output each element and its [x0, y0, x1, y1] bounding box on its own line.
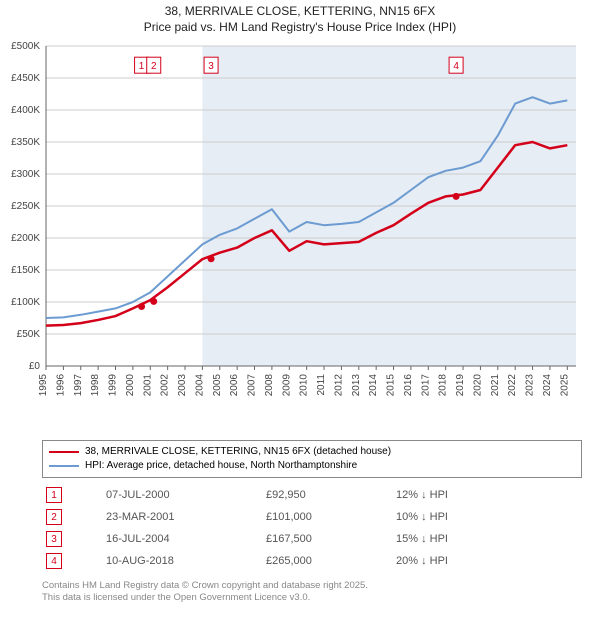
sales-date: 10-AUG-2018 [106, 555, 266, 567]
sales-delta: 15% ↓ HPI [396, 533, 526, 545]
svg-text:4: 4 [453, 61, 459, 72]
sales-row: 2 23-MAR-2001£101,00010% ↓ HPI [42, 506, 582, 528]
svg-text:2002: 2002 [160, 374, 171, 397]
svg-text:1: 1 [139, 61, 145, 72]
svg-text:2003: 2003 [177, 374, 188, 397]
sales-marker: 3 [46, 531, 62, 547]
svg-text:2017: 2017 [420, 374, 431, 397]
svg-text:2: 2 [151, 61, 157, 72]
sales-row: 1 07-JUL-2000£92,95012% ↓ HPI [42, 484, 582, 506]
svg-text:£0: £0 [29, 361, 41, 372]
svg-text:1999: 1999 [108, 374, 119, 397]
sales-row: 3 16-JUL-2004£167,50015% ↓ HPI [42, 528, 582, 550]
sales-delta: 20% ↓ HPI [396, 555, 526, 567]
svg-text:£150K: £150K [11, 265, 40, 276]
sales-price: £92,950 [266, 489, 396, 501]
sales-price: £265,000 [266, 555, 396, 567]
svg-text:2018: 2018 [438, 374, 449, 397]
svg-text:£300K: £300K [11, 169, 40, 180]
svg-text:2022: 2022 [507, 374, 518, 397]
svg-text:1997: 1997 [73, 374, 84, 397]
svg-text:2012: 2012 [333, 374, 344, 397]
svg-text:2015: 2015 [386, 374, 397, 397]
svg-text:2009: 2009 [281, 374, 292, 397]
svg-text:1995: 1995 [38, 374, 49, 397]
svg-text:2024: 2024 [542, 374, 553, 397]
svg-text:2019: 2019 [455, 374, 466, 397]
svg-text:2010: 2010 [299, 374, 310, 397]
svg-text:2021: 2021 [490, 374, 501, 397]
sales-marker: 2 [46, 509, 62, 525]
sales-delta: 12% ↓ HPI [396, 489, 526, 501]
svg-text:£50K: £50K [17, 329, 41, 340]
attribution-text: Contains HM Land Registry data © Crown c… [42, 580, 582, 605]
svg-text:£450K: £450K [11, 73, 40, 84]
svg-text:2005: 2005 [212, 374, 223, 397]
svg-text:3: 3 [208, 61, 214, 72]
sales-delta: 10% ↓ HPI [396, 511, 526, 523]
svg-text:£350K: £350K [11, 137, 40, 148]
svg-text:£100K: £100K [11, 297, 40, 308]
chart-svg: £0£50K£100K£150K£200K£250K£300K£350K£400… [42, 42, 582, 402]
sales-marker: 1 [46, 487, 62, 503]
sales-date: 16-JUL-2004 [106, 533, 266, 545]
svg-text:2014: 2014 [368, 374, 379, 397]
svg-text:2000: 2000 [125, 374, 136, 397]
chart-title: 38, MERRIVALE CLOSE, KETTERING, NN15 6FX [0, 4, 600, 20]
svg-text:2011: 2011 [316, 374, 327, 396]
svg-text:£400K: £400K [11, 105, 40, 116]
sales-price: £101,000 [266, 511, 396, 523]
sales-date: 07-JUL-2000 [106, 489, 266, 501]
legend-swatch [49, 451, 79, 453]
svg-text:2025: 2025 [559, 374, 570, 397]
page-root: 38, MERRIVALE CLOSE, KETTERING, NN15 6FX… [0, 0, 600, 620]
svg-text:2020: 2020 [472, 374, 483, 397]
legend-item: HPI: Average price, detached house, Nort… [49, 459, 575, 473]
svg-text:£250K: £250K [11, 201, 40, 212]
sales-date: 23-MAR-2001 [106, 511, 266, 523]
svg-text:2013: 2013 [351, 374, 362, 397]
attribution-line2: This data is licensed under the Open Gov… [42, 592, 582, 604]
svg-text:£200K: £200K [11, 233, 40, 244]
legend-swatch [49, 465, 79, 467]
svg-text:2004: 2004 [194, 374, 205, 397]
svg-text:1998: 1998 [90, 374, 101, 397]
svg-text:2023: 2023 [525, 374, 536, 397]
sales-price: £167,500 [266, 533, 396, 545]
sales-table: 1 07-JUL-2000£92,95012% ↓ HPI 2 23-MAR-2001… [42, 484, 582, 572]
svg-text:1996: 1996 [55, 374, 66, 397]
chart-area: £0£50K£100K£150K£200K£250K£300K£350K£400… [42, 42, 582, 402]
svg-text:£500K: £500K [11, 41, 40, 52]
svg-text:2007: 2007 [247, 374, 258, 397]
legend-box: 38, MERRIVALE CLOSE, KETTERING, NN15 6FX… [42, 440, 582, 478]
chart-title-block: 38, MERRIVALE CLOSE, KETTERING, NN15 6FX… [0, 0, 600, 35]
chart-subtitle: Price paid vs. HM Land Registry's House … [0, 20, 600, 36]
sales-marker: 4 [46, 553, 62, 569]
svg-text:2008: 2008 [264, 374, 275, 397]
legend-label: 38, MERRIVALE CLOSE, KETTERING, NN15 6FX… [85, 445, 391, 459]
sales-row: 4 10-AUG-2018£265,00020% ↓ HPI [42, 550, 582, 572]
svg-text:2016: 2016 [403, 374, 414, 397]
legend-item: 38, MERRIVALE CLOSE, KETTERING, NN15 6FX… [49, 445, 575, 459]
attribution-line1: Contains HM Land Registry data © Crown c… [42, 580, 582, 592]
svg-text:2006: 2006 [229, 374, 240, 397]
svg-text:2001: 2001 [142, 374, 153, 397]
legend-label: HPI: Average price, detached house, Nort… [85, 459, 357, 473]
